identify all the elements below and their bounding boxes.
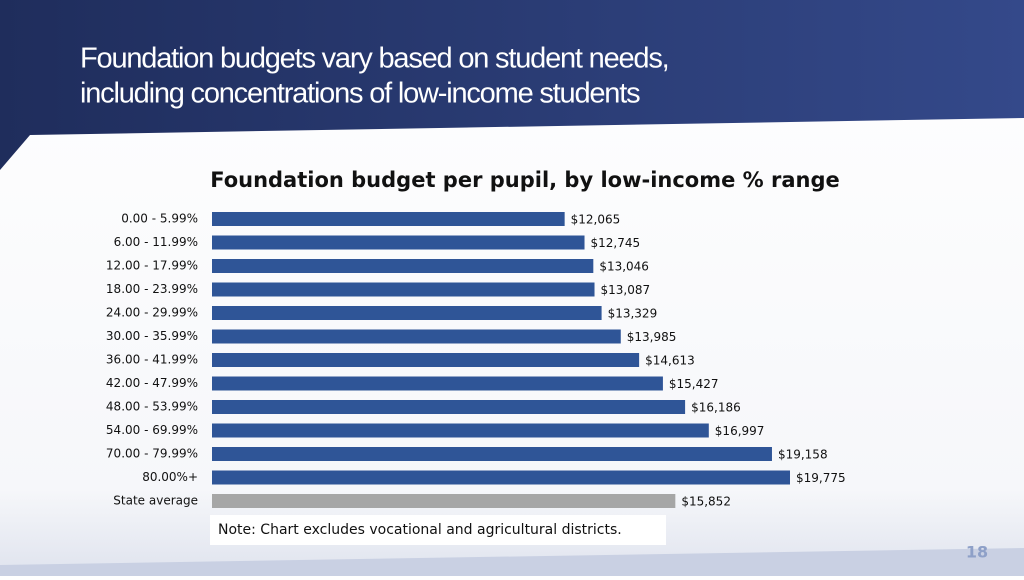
bar — [212, 282, 595, 297]
category-label: 36.00 - 41.99% — [106, 353, 198, 367]
value-label: $16,186 — [691, 401, 741, 415]
header-band — [0, 0, 1024, 170]
category-label: 80.00%+ — [142, 470, 198, 484]
value-label: $12,745 — [591, 236, 641, 250]
bar — [212, 400, 686, 414]
bar — [212, 376, 663, 391]
bar — [212, 329, 621, 344]
bar — [212, 212, 565, 226]
footer-band — [0, 548, 1024, 576]
value-label: $19,775 — [796, 471, 846, 485]
value-label: $19,158 — [778, 448, 828, 462]
category-label: 48.00 - 53.99% — [106, 400, 198, 414]
value-label: $16,997 — [715, 424, 765, 438]
category-label: 24.00 - 29.99% — [106, 306, 198, 320]
bar — [212, 353, 640, 367]
page-number: 18 — [966, 543, 988, 562]
bar — [212, 494, 676, 508]
value-label: $13,087 — [601, 283, 651, 297]
category-label: 6.00 - 11.99% — [114, 235, 198, 249]
category-label: 70.00 - 79.99% — [106, 447, 198, 461]
category-label: 18.00 - 23.99% — [106, 282, 198, 296]
value-label: $13,985 — [627, 330, 677, 344]
plot: 0.00 - 5.99% $12,065 6.00 - 11.99% $12,745 1… — [106, 212, 846, 509]
bar — [212, 259, 594, 273]
value-label: $12,065 — [571, 213, 621, 227]
chart-title: Foundation budget per pupil, by low-inco… — [210, 168, 840, 192]
slide-title: Foundation budgets vary based on student… — [80, 43, 669, 75]
bar — [212, 423, 709, 438]
category-label: State average — [113, 494, 198, 508]
value-label: $13,046 — [599, 260, 649, 274]
category-label: 30.00 - 35.99% — [106, 329, 198, 343]
category-label: 0.00 - 5.99% — [121, 212, 198, 226]
note: Note: Chart excludes vocational and agri… — [218, 522, 622, 538]
bar — [212, 306, 602, 320]
category-label: 12.00 - 17.99% — [106, 259, 198, 273]
value-label: $14,613 — [645, 354, 695, 368]
bar — [212, 470, 790, 485]
value-label: $13,329 — [608, 307, 658, 321]
value-label: $15,427 — [669, 377, 719, 391]
category-label: 42.00 - 47.99% — [106, 376, 198, 390]
note-box — [210, 515, 666, 545]
bar — [212, 235, 585, 250]
slide-title: including concentrations of low-income s… — [80, 78, 640, 110]
value-label: $15,852 — [681, 495, 731, 509]
category-label: 54.00 - 69.99% — [106, 423, 198, 437]
bar — [212, 447, 772, 461]
